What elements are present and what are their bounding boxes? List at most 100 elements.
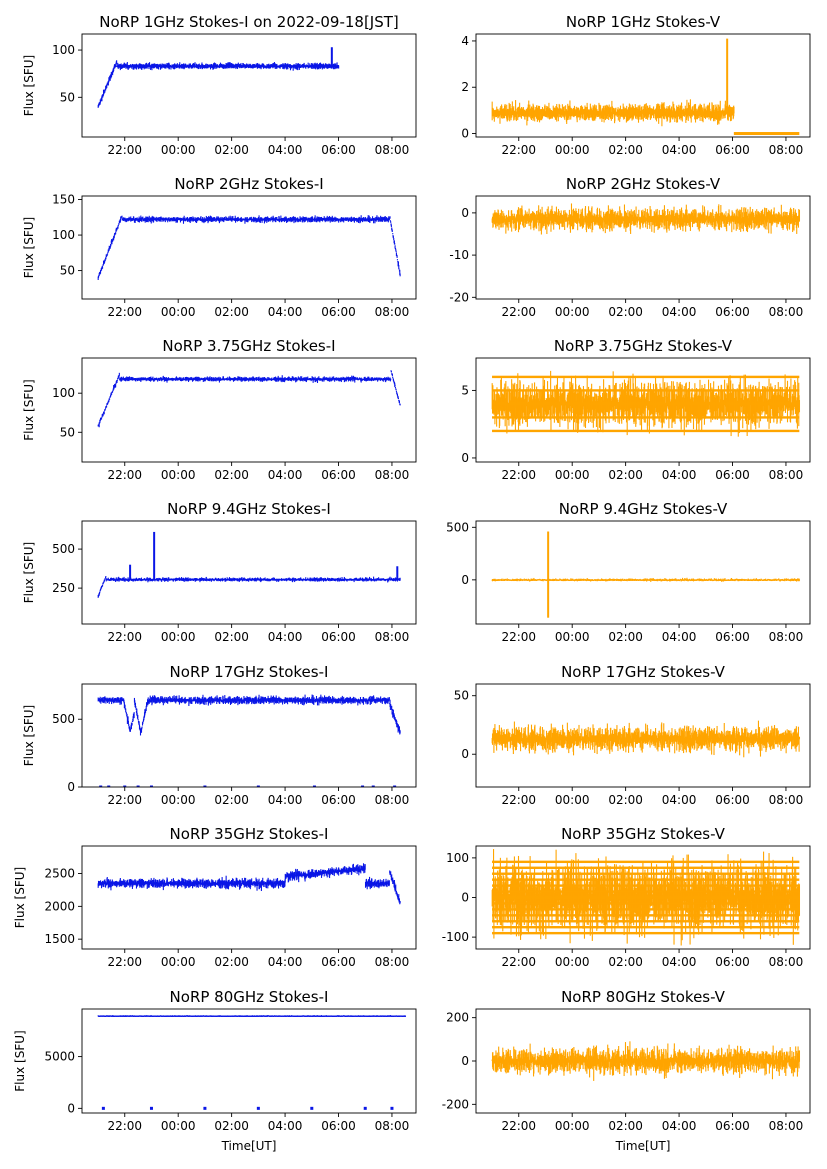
data-point [642,112,644,122]
x-tick-label: 00:00 [555,143,590,157]
data-point [554,211,556,222]
data-point [294,65,296,70]
data-point [630,209,632,221]
data-point [588,212,590,221]
data-point [541,217,543,230]
data-point [318,376,320,380]
data-point [605,403,607,424]
data-point [333,376,335,380]
data-point [396,393,398,397]
panel-title: NoRP 3.75GHz Stokes-V [554,337,733,355]
data-point [174,217,176,221]
data-point [494,400,496,425]
data-point [633,388,635,424]
data-point [151,379,153,381]
data-point [261,378,263,382]
data-point [609,208,611,222]
x-tick-label: 00:00 [161,468,196,482]
data-point [535,399,537,422]
data-point [672,210,674,223]
data-point [675,111,677,117]
data-point [505,381,507,411]
data-point [196,217,198,224]
data-point [198,376,200,380]
x-tick-label: 04:00 [268,468,303,482]
data-point [235,65,237,70]
data-point [715,211,717,221]
data-point [320,378,323,380]
data-point [201,218,203,223]
data-point [496,106,498,114]
data-point [675,212,677,220]
data-point [386,218,388,222]
data-point [275,377,277,380]
data-point [502,210,504,223]
data-point [560,395,562,406]
data-point [272,215,274,221]
data-point [197,378,199,382]
data-point [292,378,294,381]
data-point [501,391,503,405]
data-point [111,393,113,395]
data-point [513,213,515,229]
y-axis-label: Flux [SFU] [22,217,36,278]
data-point [686,108,689,113]
data-point [101,95,103,102]
data-point [706,112,708,119]
data-point [763,214,765,222]
data-point [392,233,394,235]
data-point [399,269,401,275]
data-point [232,64,235,67]
data-point [329,218,331,223]
data-point [233,65,235,69]
data-point [112,240,114,242]
data-point [138,218,141,223]
axes-frame [81,195,417,300]
data-point [395,388,397,390]
data-point [530,217,532,230]
data-point [730,218,732,224]
data-point [295,63,297,69]
data-point [692,209,694,224]
data-point [301,378,303,381]
data-point [615,403,617,409]
data-point [146,64,148,67]
data-point [194,62,196,67]
data-point [247,378,249,380]
data-point [124,377,126,380]
data-point [388,378,390,381]
data-point [666,216,668,233]
data-point [114,384,116,388]
data-point [106,84,108,89]
data-point [398,265,400,269]
data-point [107,80,109,86]
data-point [154,378,156,381]
data-point [228,376,231,380]
data-point [631,216,633,226]
y-tick-label: 50 [60,264,75,278]
data-point [398,268,400,270]
data-point [237,216,239,221]
data-point [554,216,556,225]
y-axis-label: Flux [SFU] [22,55,36,116]
data-point [125,65,127,69]
data-point [97,276,99,280]
data-point [282,219,284,222]
data-point [602,217,604,230]
data-point [360,219,363,221]
data-point [110,244,112,246]
data-point [393,240,395,245]
data-point [273,377,275,380]
x-tick-label: 22:00 [501,143,536,157]
data-point [259,379,261,382]
data-point [97,275,100,278]
data-point [592,216,594,230]
data-point [580,111,582,119]
data-point [580,391,582,408]
data-point [369,217,371,220]
data-point [612,371,614,421]
data-point [191,377,193,380]
data-point [218,378,220,383]
data-point [251,378,253,382]
x-tick-label: 00:00 [555,305,590,319]
